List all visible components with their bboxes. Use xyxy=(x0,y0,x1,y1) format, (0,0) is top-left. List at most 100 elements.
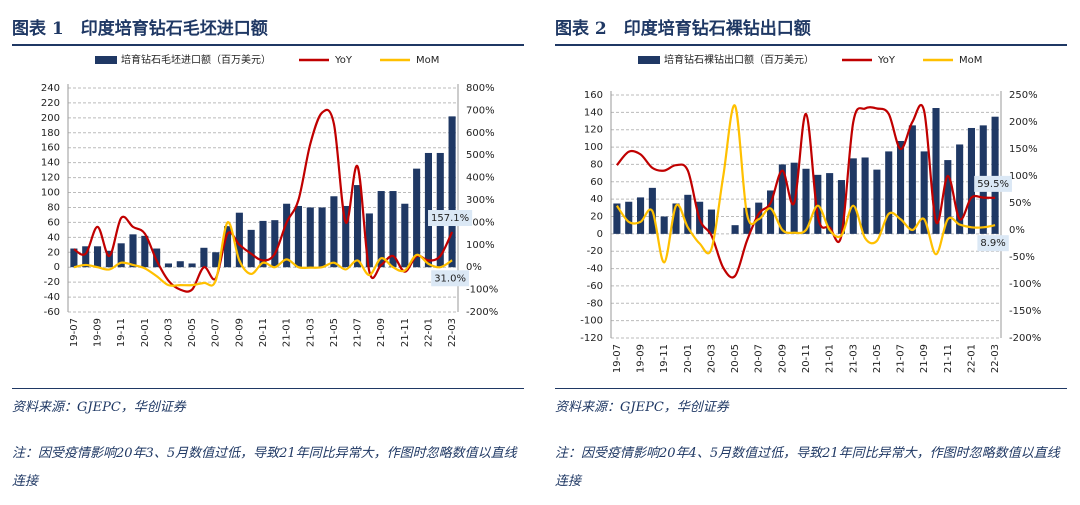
legend-label: 培育钻石裸钻出口额（百万美元） xyxy=(664,53,814,66)
bar xyxy=(283,203,291,268)
bar xyxy=(330,196,338,268)
legend-label: YoY xyxy=(877,55,896,66)
x-tick-label: 21-03 xyxy=(305,318,316,347)
y2-tick-label: -100% xyxy=(1009,279,1041,290)
y2-tick-label: 100% xyxy=(466,240,495,251)
y-tick-label: -60 xyxy=(587,281,603,292)
y2-tick-label: 600% xyxy=(466,128,495,139)
y-tick-label: 80 xyxy=(47,202,60,213)
bar xyxy=(117,243,125,268)
bar xyxy=(967,127,975,234)
y2-tick-label: -50% xyxy=(1009,252,1035,263)
y-tick-label: 160 xyxy=(584,90,603,101)
y-tick-label: -120 xyxy=(580,333,603,344)
x-tick-label: 19-07 xyxy=(612,344,623,373)
y2-tick-label: 100% xyxy=(1009,171,1038,182)
y2-tick-label: -200% xyxy=(466,307,498,318)
x-tick-label: 21-09 xyxy=(376,318,387,347)
x-tick-label: 20-01 xyxy=(140,318,151,347)
bar xyxy=(271,220,279,268)
bar xyxy=(212,252,220,268)
y-tick-label: 220 xyxy=(41,98,60,109)
bar xyxy=(637,197,645,234)
line-series xyxy=(616,103,996,279)
y2-tick-label: 250% xyxy=(1009,90,1038,101)
y-tick-label: -80 xyxy=(587,298,603,309)
legend-label: MoM xyxy=(959,55,982,66)
x-tick-label: 20-11 xyxy=(258,318,269,347)
data-label: 31.0% xyxy=(434,273,466,284)
y2-tick-label: 200% xyxy=(466,217,495,228)
bar xyxy=(247,229,255,268)
bar xyxy=(164,263,172,268)
y-tick-label: 160 xyxy=(41,143,60,154)
x-tick-label: 20-01 xyxy=(683,344,694,373)
legend-swatch xyxy=(95,56,117,64)
bar xyxy=(105,250,113,268)
y-tick-label: 60 xyxy=(590,177,603,188)
x-tick-label: 22-03 xyxy=(447,318,458,347)
chart-title: 图表 1 印度培育钻石毛坯进口额 xyxy=(12,19,268,39)
source: 资料来源：GJEPC，华创证券 xyxy=(555,400,729,415)
y2-tick-label: 700% xyxy=(466,105,495,116)
data-label-bg xyxy=(977,235,1009,252)
y2-tick-label: 0% xyxy=(1009,225,1025,236)
x-tick-label: 21-01 xyxy=(282,318,293,347)
x-tick-label: 21-05 xyxy=(872,344,883,373)
title-rule xyxy=(555,44,1067,46)
y2-tick-label: -150% xyxy=(1009,306,1041,317)
line-series xyxy=(73,221,453,287)
bar xyxy=(235,212,243,268)
data-label: 8.9% xyxy=(980,238,1005,249)
y-tick-label: -60 xyxy=(44,307,60,318)
line-series xyxy=(73,108,454,293)
source-rule xyxy=(555,388,1067,389)
y2-tick-label: 400% xyxy=(466,173,495,184)
chart: -60 -40 -20 0 20 40 60 80 100 120 140 160 180 200 220 2… xyxy=(41,53,498,347)
y-tick-label: 60 xyxy=(47,217,60,228)
y-tick-label: 40 xyxy=(590,194,603,205)
y-tick-label: 100 xyxy=(584,142,603,153)
y-tick-label: 80 xyxy=(590,159,603,170)
x-tick-label: 20-11 xyxy=(801,344,812,373)
y-tick-label: 20 xyxy=(47,247,60,258)
bar xyxy=(991,116,999,234)
bar xyxy=(743,207,751,234)
note: 注：因受疫情影响20年3、5月数值过低，导致21年同比异常大，作图时忽略数值以直… xyxy=(12,446,517,489)
bar xyxy=(684,194,692,234)
bar xyxy=(778,164,786,234)
bar xyxy=(365,213,373,268)
y-tick-label: -100 xyxy=(580,316,603,327)
y2-tick-label: 200% xyxy=(1009,117,1038,128)
chart-title: 图表 2 印度培育钻石裸钻出口额 xyxy=(555,19,811,39)
panel: 图表 1 印度培育钻石毛坯进口额 -60 -40 -20 0 20 40 60 80 100 12… xyxy=(0,0,530,505)
x-tick-label: 21-07 xyxy=(353,318,364,347)
y2-tick-label: 50% xyxy=(1009,198,1031,209)
x-tick-label: 19-07 xyxy=(69,318,80,347)
bar xyxy=(837,180,845,234)
x-tick-label: 20-05 xyxy=(187,318,198,347)
bar xyxy=(82,246,90,268)
bar xyxy=(141,235,149,268)
bar xyxy=(153,248,161,268)
x-tick-label: 22-03 xyxy=(990,344,1001,373)
bar xyxy=(176,261,184,268)
x-tick-label: 19-09 xyxy=(636,344,647,373)
y-tick-label: 100 xyxy=(41,188,60,199)
bar xyxy=(306,207,314,268)
x-tick-label: 21-11 xyxy=(943,344,954,373)
x-tick-label: 20-07 xyxy=(754,344,765,373)
bar xyxy=(873,169,881,234)
panel: 图表 2 印度培育钻石裸钻出口额 -120 -100 -80 -60 -40 -20 0 20… xyxy=(543,0,1073,505)
y-tick-label: 0 xyxy=(54,262,60,273)
bar xyxy=(377,191,385,268)
x-tick-label: 19-11 xyxy=(659,344,670,373)
bar xyxy=(613,203,621,234)
x-tick-label: 21-03 xyxy=(848,344,859,373)
y-tick-label: 120 xyxy=(584,125,603,136)
x-tick-label: 20-09 xyxy=(234,318,245,347)
x-tick-label: 21-11 xyxy=(400,318,411,347)
bar xyxy=(932,108,940,234)
y2-tick-label: 0% xyxy=(466,262,482,273)
bar xyxy=(188,263,196,268)
